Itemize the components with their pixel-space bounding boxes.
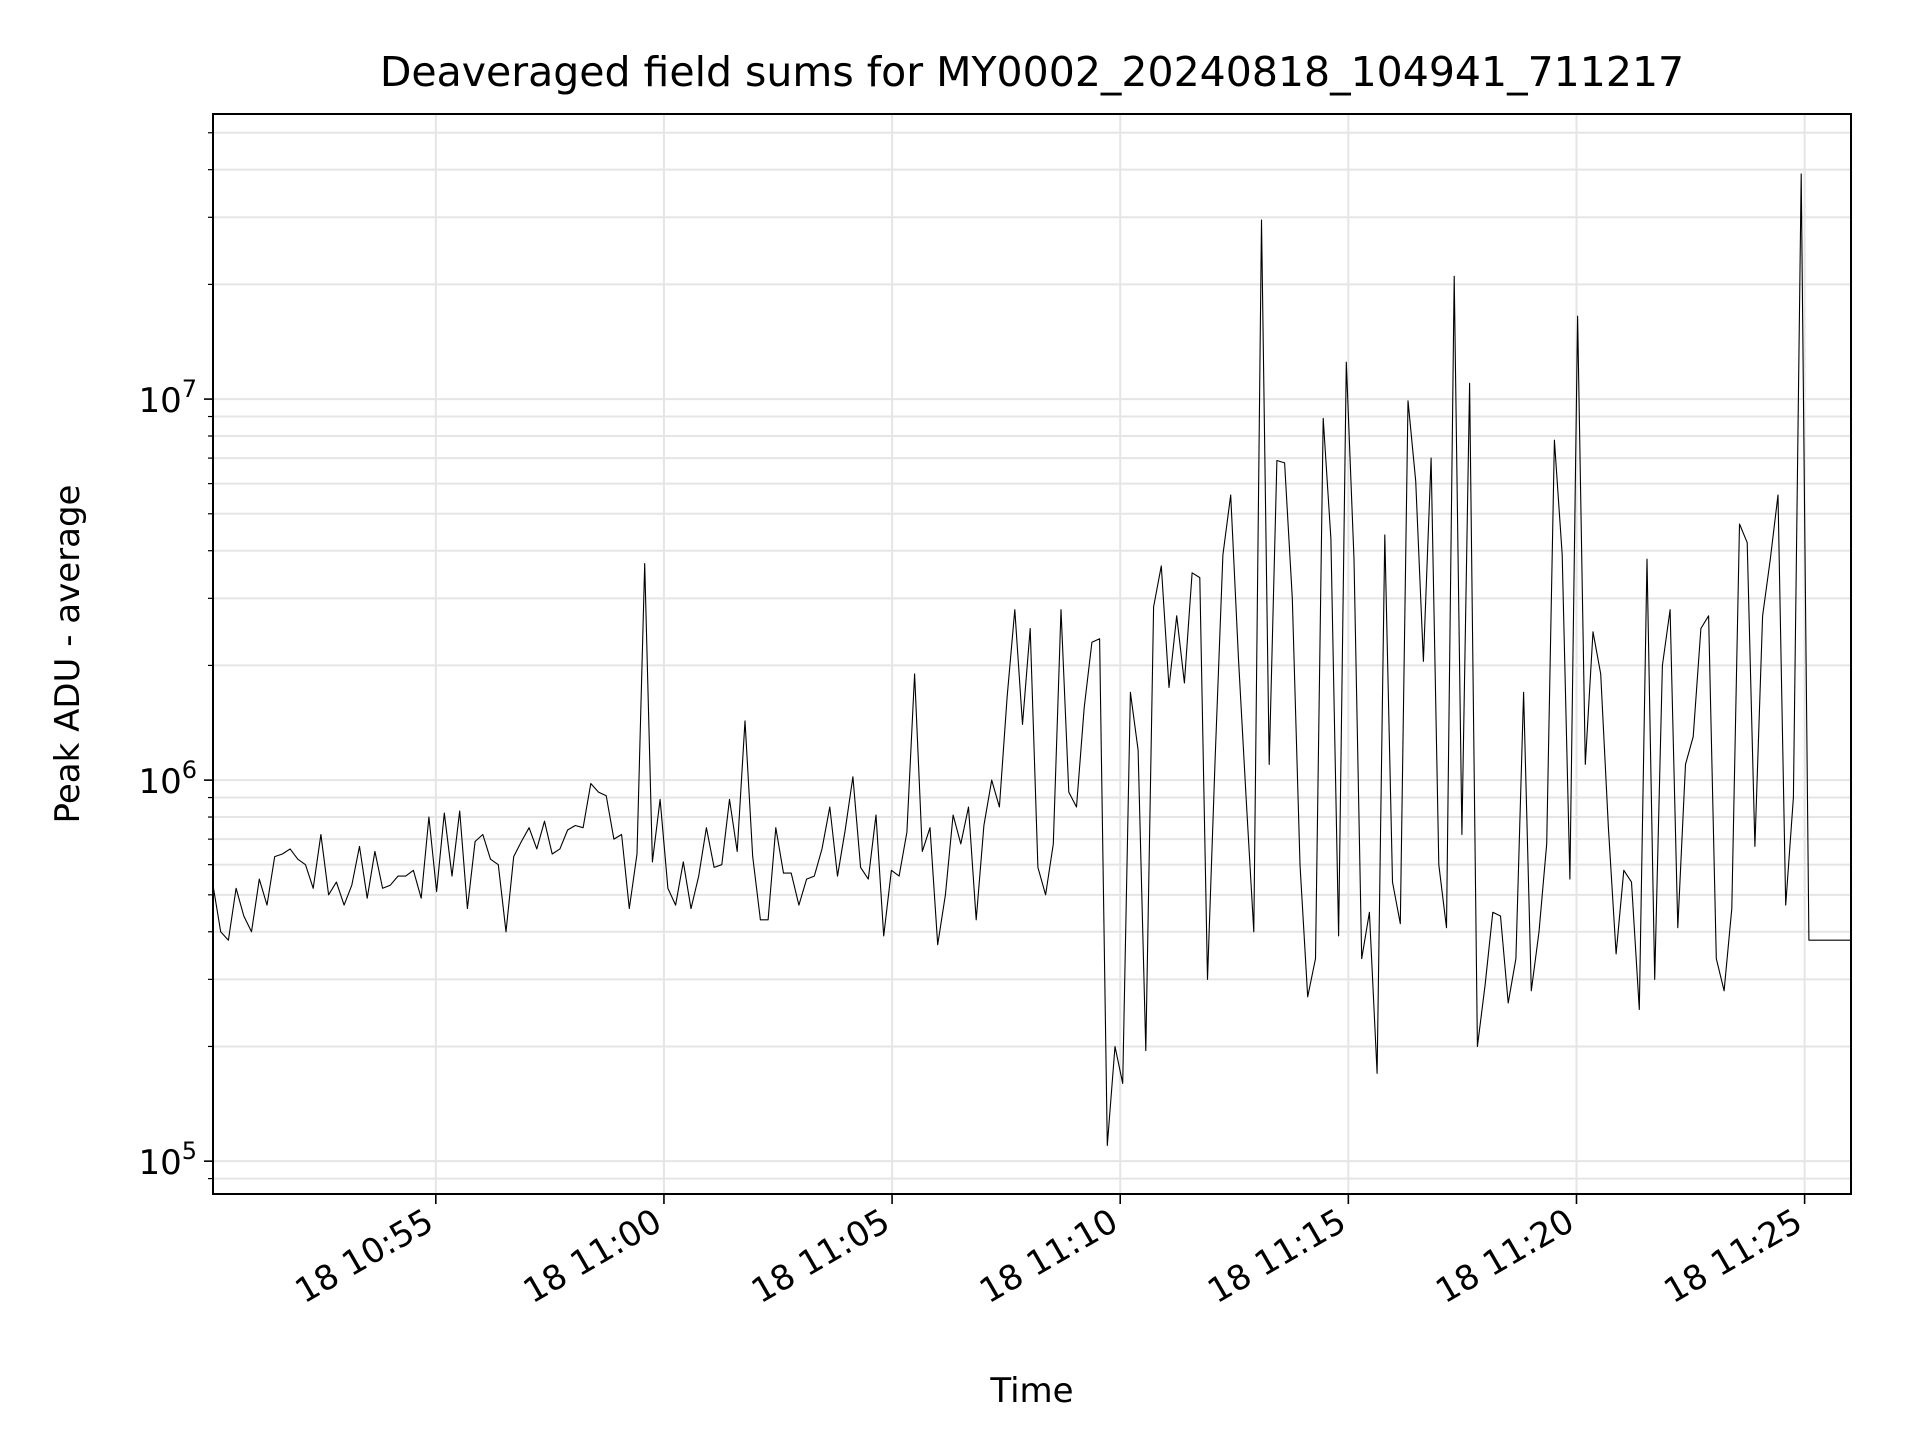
x-axis-label: Time: [989, 1371, 1073, 1411]
plot-area-frame: [212, 113, 1852, 1195]
y-axis-label: Peak ADU - average: [48, 485, 88, 824]
chart-title: Deaveraged field sums for MY0002_2024081…: [380, 48, 1684, 96]
grid: [213, 114, 1851, 1194]
series-line: [212, 173, 1851, 1146]
y-tick-label: 106: [138, 756, 197, 802]
y-tick-label: 105: [138, 1137, 197, 1183]
y-tick-label: 107: [138, 375, 197, 421]
